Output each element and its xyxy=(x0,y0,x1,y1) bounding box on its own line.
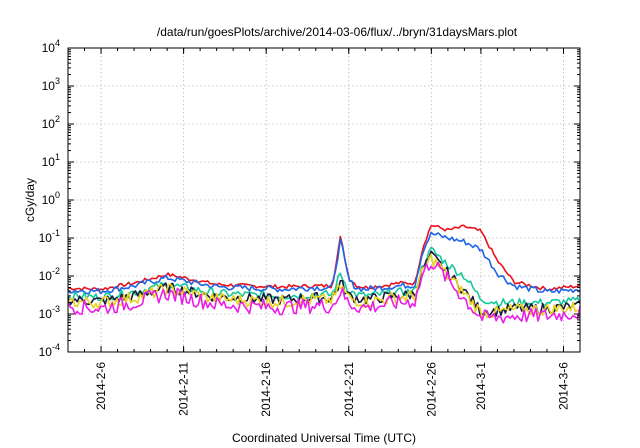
x-tick-label: 2014-3-1 xyxy=(474,362,488,410)
y-axis: 10-4 10-3 10-2 10-1 100 101 102 103 104 xyxy=(39,38,580,359)
x-tick-label: 2014-2-6 xyxy=(94,362,108,410)
y-tick-label: 10-2 xyxy=(39,266,60,283)
y-tick-label: 104 xyxy=(42,38,60,55)
chart-title: /data/run/goesPlots/archive/2014-03-06/f… xyxy=(157,25,518,39)
y-tick-label: 101 xyxy=(42,152,60,169)
x-axis-label: Coordinated Universal Time (UTC) xyxy=(232,431,416,445)
y-tick-label: 10-3 xyxy=(39,304,60,321)
y-tick-label: 103 xyxy=(42,76,60,93)
series-line xyxy=(67,253,581,320)
x-tick-label: 2014-2-21 xyxy=(342,362,356,417)
series-line xyxy=(67,246,581,308)
y-tick-label: 10-4 xyxy=(39,342,60,359)
y-tick-label: 10-1 xyxy=(39,228,60,245)
y-axis-label: cGy/day xyxy=(23,178,37,222)
x-axis: 2014-2-6 2014-2-11 2014-2-16 2014-2-21 2014-… xyxy=(67,48,581,417)
x-tick-label: 2014-2-11 xyxy=(177,362,191,416)
x-tick-label: 2014-2-26 xyxy=(424,362,438,417)
series-line xyxy=(67,224,581,292)
series-line xyxy=(67,231,581,295)
x-tick-label: 2014-3-6 xyxy=(556,362,570,410)
series-group xyxy=(67,224,581,324)
y-tick-label: 102 xyxy=(42,114,60,131)
x-tick-label: 2014-2-16 xyxy=(259,362,273,417)
y-tick-label: 100 xyxy=(42,190,60,207)
series-line xyxy=(67,261,581,324)
